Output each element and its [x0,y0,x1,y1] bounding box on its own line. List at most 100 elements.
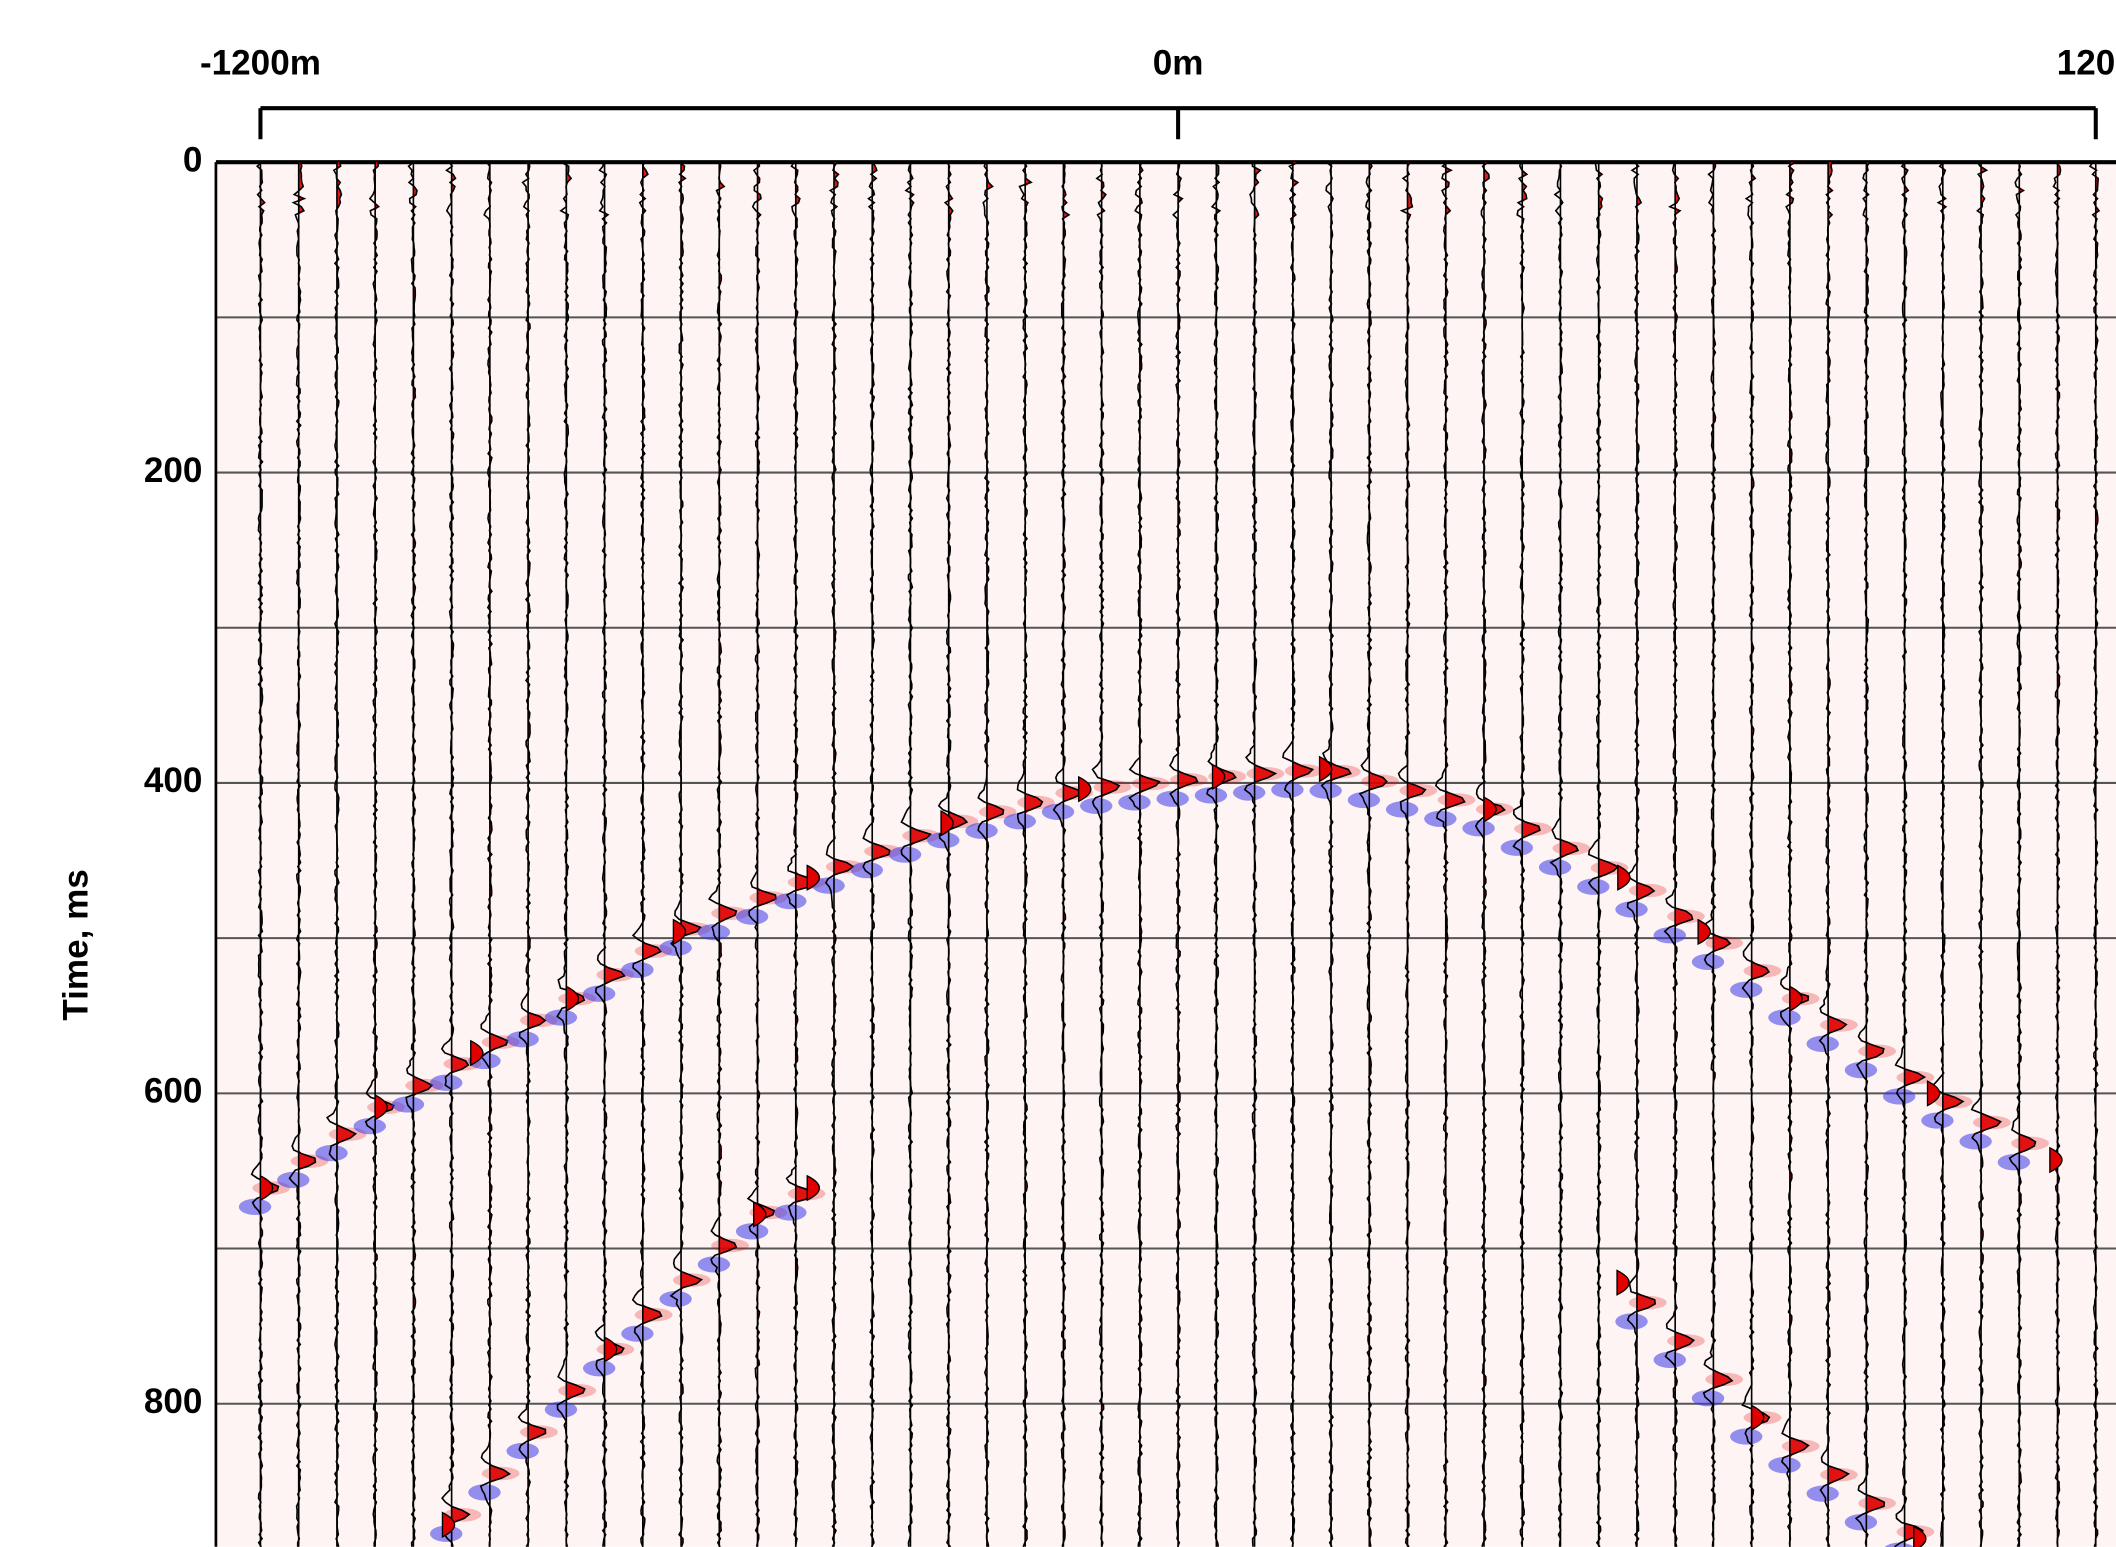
negative-shade [582,985,616,1002]
wiggle [1128,161,1161,1547]
wiggle [708,162,738,1547]
negative-shade [1194,787,1228,804]
event-pick [1697,918,1711,946]
wiggle [1970,161,2002,1547]
wiggle [594,162,626,1547]
event-pick [565,985,580,1012]
wiggle [785,161,816,1547]
event-pick [940,810,954,837]
negative-shade [353,1118,386,1135]
wiggle [1779,161,1810,1547]
negative-shade [506,1442,539,1460]
wiggle [1206,161,1237,1547]
wiggle [556,161,586,1547]
wiggle [1512,162,1541,1547]
wiggle [937,161,969,1547]
wiggle [479,161,511,1547]
event-pick [1483,796,1497,823]
y-axis-label: Time, ms [57,869,96,1020]
negative-shade [544,1401,578,1418]
traces [238,161,2101,1547]
negative-shade [1997,1154,2031,1171]
negative-shade [1844,1062,1878,1079]
negative-shade [965,822,998,839]
event-pick [441,1511,456,1538]
wiggle [405,161,434,1547]
event-pick [374,1094,388,1121]
event-pick [470,1039,484,1067]
wiggle [364,162,396,1547]
y-tick-label: 400 [144,761,203,800]
event-pick [1211,763,1226,790]
wiggle [1358,161,1388,1547]
wiggle [746,162,777,1547]
wiggle [1818,161,1850,1547]
wiggle [2088,161,2101,1547]
y-tick-label: 800 [144,1382,203,1421]
event-pick [2049,1146,2063,1174]
wiggle [440,161,471,1547]
negative-shade [468,1484,501,1501]
negative-shade [1080,797,1113,815]
y-tick-label: 0 [183,140,203,179]
wiggle [1549,161,1580,1547]
negative-shade [277,1171,310,1189]
wiggle [1663,161,1696,1547]
wiggle [900,161,932,1547]
wiggle [631,161,663,1547]
wiggle [250,161,280,1547]
x-tick-label: 1200 [2057,43,2116,82]
positive-fill [1560,162,1578,1547]
negative-shade [888,846,922,863]
wiggle [1894,161,1927,1547]
negative-shade [582,1360,616,1377]
negative-shade [1462,820,1495,837]
event-pick [1926,1080,1941,1107]
x-tick-label: 0m [1153,43,1204,82]
wiggle [824,161,855,1547]
negative-shade [1577,878,1610,895]
wiggle [1474,161,1506,1547]
plot-background [215,162,2116,1547]
event-pick [806,1174,821,1202]
wiggle [2052,161,2062,1547]
event-pick [1750,1404,1765,1431]
wiggle [1434,161,1466,1547]
positive-fill [872,162,890,1547]
y-tick-label: 600 [144,1072,203,1111]
negative-shade [1653,927,1686,944]
event-pick [1616,1269,1630,1296]
negative-shade [850,862,884,879]
x-tick-label: -1200m [200,43,321,82]
negative-shade [1385,801,1419,818]
negative-shade [1118,794,1151,811]
event-pick [753,1201,767,1228]
negative-shade [1730,981,1763,998]
negative-shade [735,908,769,925]
event-pick [1078,775,1092,803]
wiggle [1016,161,1044,1547]
negative-shade [1271,781,1304,798]
event-pick [1318,755,1333,783]
wiggle [1169,162,1199,1547]
wiggle [977,161,1005,1547]
negative-shade [621,1325,654,1342]
event-pick [1789,985,1803,1012]
wiggle [1052,162,1084,1547]
event-pick [1617,864,1631,891]
negative-shade [1424,810,1457,827]
negative-shade [1691,1390,1725,1407]
event-pick [672,918,687,946]
negative-shade [544,1009,578,1026]
negative-shade [315,1144,348,1162]
wiggle [1741,161,1771,1547]
negative-shade [1003,813,1036,830]
wiggle [1854,161,1886,1547]
negative-shade [1921,1112,1954,1129]
y-tick-label: 200 [144,451,203,490]
wiggle [2008,161,2037,1547]
wiggle [1932,161,1965,1547]
wiggle [517,162,547,1547]
wiggle [1091,162,1121,1547]
